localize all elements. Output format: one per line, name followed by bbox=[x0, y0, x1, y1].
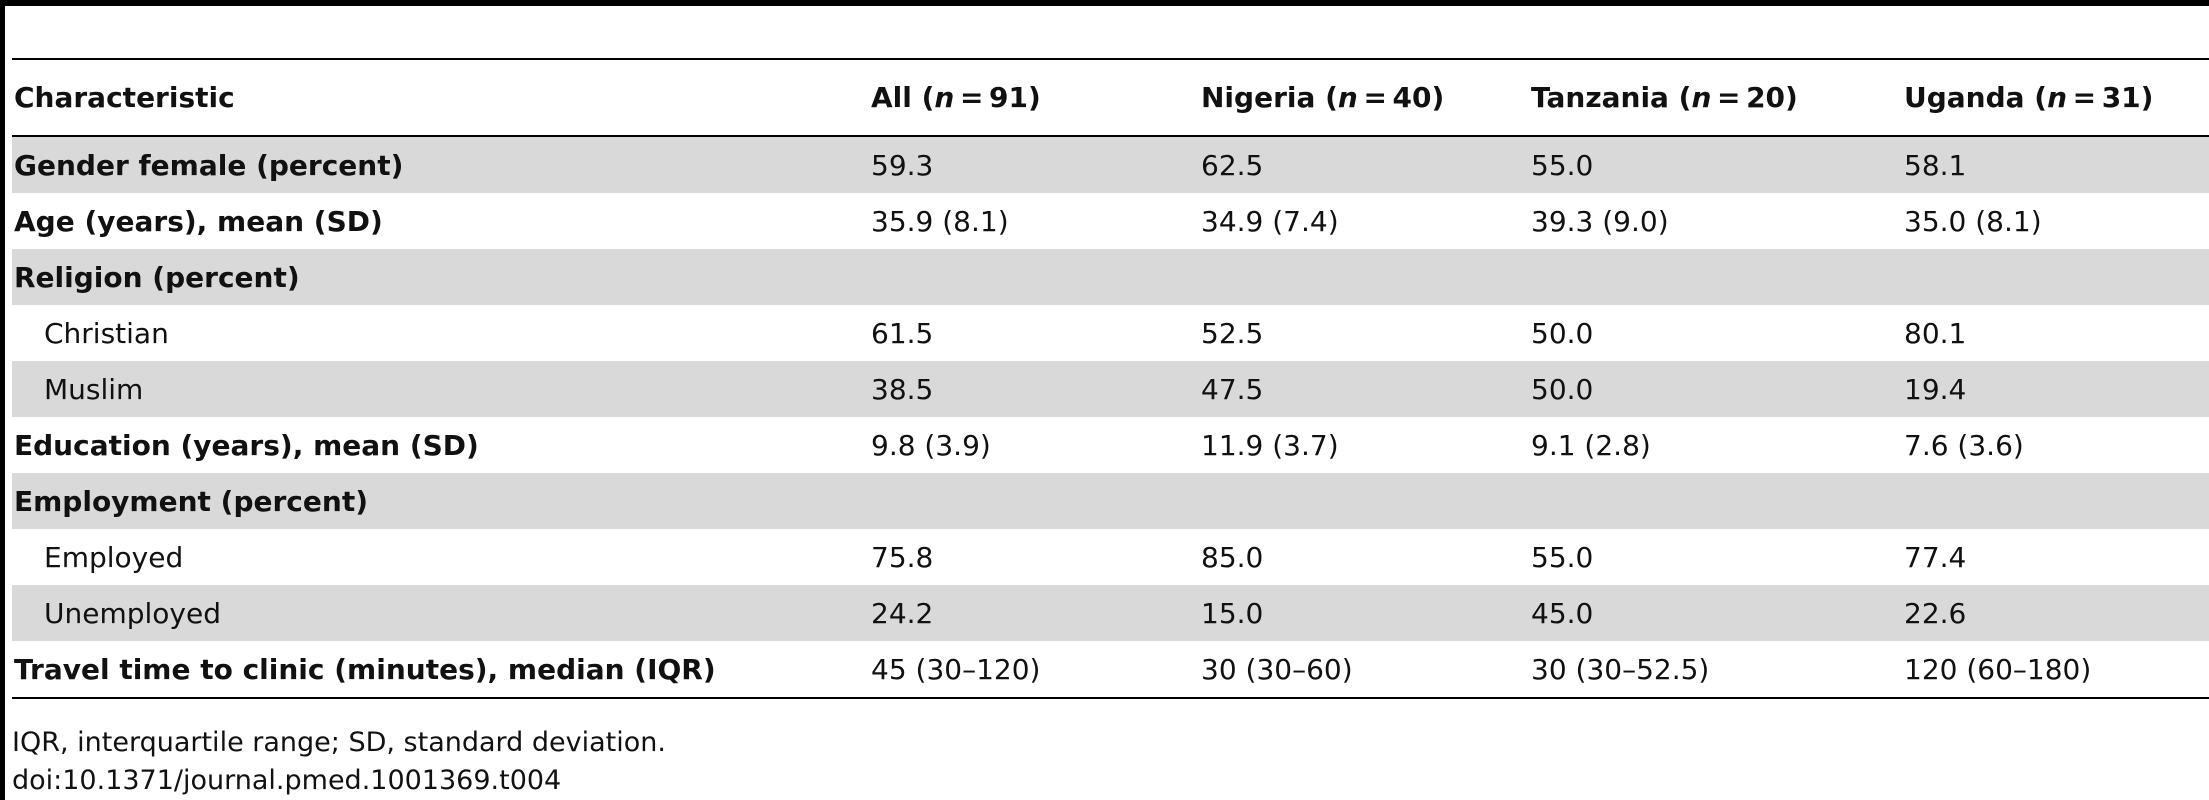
doi-text: doi:10.1371/journal.pmed.1001369.t004 bbox=[12, 765, 562, 796]
table-cell bbox=[1529, 473, 1902, 529]
row-label: Education (years), mean (SD) bbox=[14, 428, 479, 462]
table-body: Gender female (percent) 59.3 62.5 55.0 58.1 A… bbox=[12, 136, 2209, 698]
table-cell: 120 (60–180) bbox=[1904, 652, 2092, 686]
table-row: Religion (percent) bbox=[12, 249, 2209, 305]
table-row: Age (years), mean (SD) 35.9 (8.1) 34.9 (7.… bbox=[12, 193, 2209, 249]
column-header: Tanzania (n = 20) bbox=[1531, 81, 1798, 114]
table-cell: 38.5 bbox=[869, 361, 1199, 417]
column-header-n: 91 bbox=[989, 81, 1028, 114]
column-header-label: All bbox=[871, 81, 912, 114]
column-header: Uganda (n = 31) bbox=[1904, 81, 2154, 114]
table-cell: 75.8 bbox=[871, 540, 934, 574]
column-header: Characteristic bbox=[12, 59, 869, 136]
table-cell: 34.9 (7.4) bbox=[1201, 204, 1339, 238]
table-row: Employed 75.8 85.0 55.0 77.4 bbox=[12, 529, 2209, 585]
table-row: Travel time to clinic (minutes), median … bbox=[12, 641, 2209, 698]
table-cell bbox=[1902, 249, 2209, 305]
column-header-n: 20 bbox=[1746, 81, 1786, 114]
table-cell: 85.0 bbox=[1201, 540, 1264, 574]
table-cell: 30 (30–52.5) bbox=[1531, 652, 1710, 686]
column-header-label: Characteristic bbox=[14, 81, 235, 114]
table-header: Characteristic All (n = 91) Nigeria (n = 4… bbox=[12, 59, 2209, 136]
table-cell: 35.0 (8.1) bbox=[1904, 204, 2042, 238]
table-cell bbox=[869, 473, 1199, 529]
abbreviations-note: IQR, interquartile range; SD, standard d… bbox=[12, 727, 666, 758]
table-cell: 7.6 (3.6) bbox=[1904, 428, 2024, 462]
table-row: Employment (percent) bbox=[12, 473, 2209, 529]
column-header-n: 40 bbox=[1392, 81, 1432, 114]
table-cell: 39.3 (9.0) bbox=[1531, 204, 1669, 238]
column-header-label: Nigeria bbox=[1201, 81, 1316, 114]
table-cell: 80.1 bbox=[1904, 316, 1967, 350]
table-cell: 11.9 (3.7) bbox=[1201, 428, 1339, 462]
table-cell: 62.5 bbox=[1199, 136, 1529, 193]
table-cell bbox=[1529, 249, 1902, 305]
table-row: Unemployed 24.2 15.0 45.0 22.6 bbox=[12, 585, 2209, 641]
table-footnote: IQR, interquartile range; SD, standard d… bbox=[12, 724, 666, 800]
row-label: Employed bbox=[44, 540, 184, 574]
table-cell: 50.0 bbox=[1531, 316, 1594, 350]
table-cell: 77.4 bbox=[1904, 540, 1967, 574]
table-cell: 45.0 bbox=[1529, 585, 1902, 641]
row-label: Age (years), mean (SD) bbox=[14, 204, 383, 238]
table-cell: 47.5 bbox=[1199, 361, 1529, 417]
table-cell: 45 (30–120) bbox=[871, 652, 1041, 686]
row-label: Christian bbox=[44, 316, 169, 350]
table-cell: 58.1 bbox=[1902, 136, 2209, 193]
row-label: Muslim bbox=[12, 361, 869, 417]
table-row: Education (years), mean (SD) 9.8 (3.9) 11.… bbox=[12, 417, 2209, 473]
table-cell bbox=[1199, 249, 1529, 305]
table-row: Gender female (percent) 59.3 62.5 55.0 58.1 bbox=[12, 136, 2209, 193]
row-label: Travel time to clinic (minutes), median … bbox=[14, 652, 716, 686]
table-row: Christian 61.5 52.5 50.0 80.1 bbox=[12, 305, 2209, 361]
table-cell: 9.1 (2.8) bbox=[1531, 428, 1651, 462]
column-header: All (n = 91) bbox=[871, 81, 1041, 114]
table-cell: 61.5 bbox=[871, 316, 934, 350]
table-cell: 15.0 bbox=[1199, 585, 1529, 641]
table-cell: 52.5 bbox=[1201, 316, 1264, 350]
table-cell: 9.8 (3.9) bbox=[871, 428, 991, 462]
row-label: Religion (percent) bbox=[12, 249, 869, 305]
table-cell: 22.6 bbox=[1902, 585, 2209, 641]
table-row: Muslim 38.5 47.5 50.0 19.4 bbox=[12, 361, 2209, 417]
column-header-label: Tanzania bbox=[1531, 81, 1669, 114]
characteristics-table: Characteristic All (n = 91) Nigeria (n = 4… bbox=[12, 58, 2209, 699]
table-cell: 55.0 bbox=[1529, 136, 1902, 193]
table-cell: 19.4 bbox=[1902, 361, 2209, 417]
table-cell: 50.0 bbox=[1529, 361, 1902, 417]
table-cell: 35.9 (8.1) bbox=[871, 204, 1009, 238]
table-container: Characteristic All (n = 91) Nigeria (n = 4… bbox=[12, 58, 2209, 699]
table-cell: 24.2 bbox=[869, 585, 1199, 641]
table-cell bbox=[869, 249, 1199, 305]
header-row: Characteristic All (n = 91) Nigeria (n = 4… bbox=[12, 59, 2209, 136]
table-cell: 30 (30–60) bbox=[1201, 652, 1353, 686]
column-header-label: Uganda bbox=[1904, 81, 2025, 114]
column-header-n: 31 bbox=[2101, 81, 2141, 114]
table-cell bbox=[1902, 473, 2209, 529]
row-label: Gender female (percent) bbox=[12, 136, 869, 193]
row-label: Unemployed bbox=[12, 585, 869, 641]
table-cell: 59.3 bbox=[869, 136, 1199, 193]
table-cell bbox=[1199, 473, 1529, 529]
left-rule bbox=[0, 0, 5, 800]
column-header: Nigeria (n = 40) bbox=[1201, 81, 1445, 114]
top-rule bbox=[0, 0, 2209, 6]
table-cell: 55.0 bbox=[1531, 540, 1594, 574]
row-label: Employment (percent) bbox=[12, 473, 869, 529]
